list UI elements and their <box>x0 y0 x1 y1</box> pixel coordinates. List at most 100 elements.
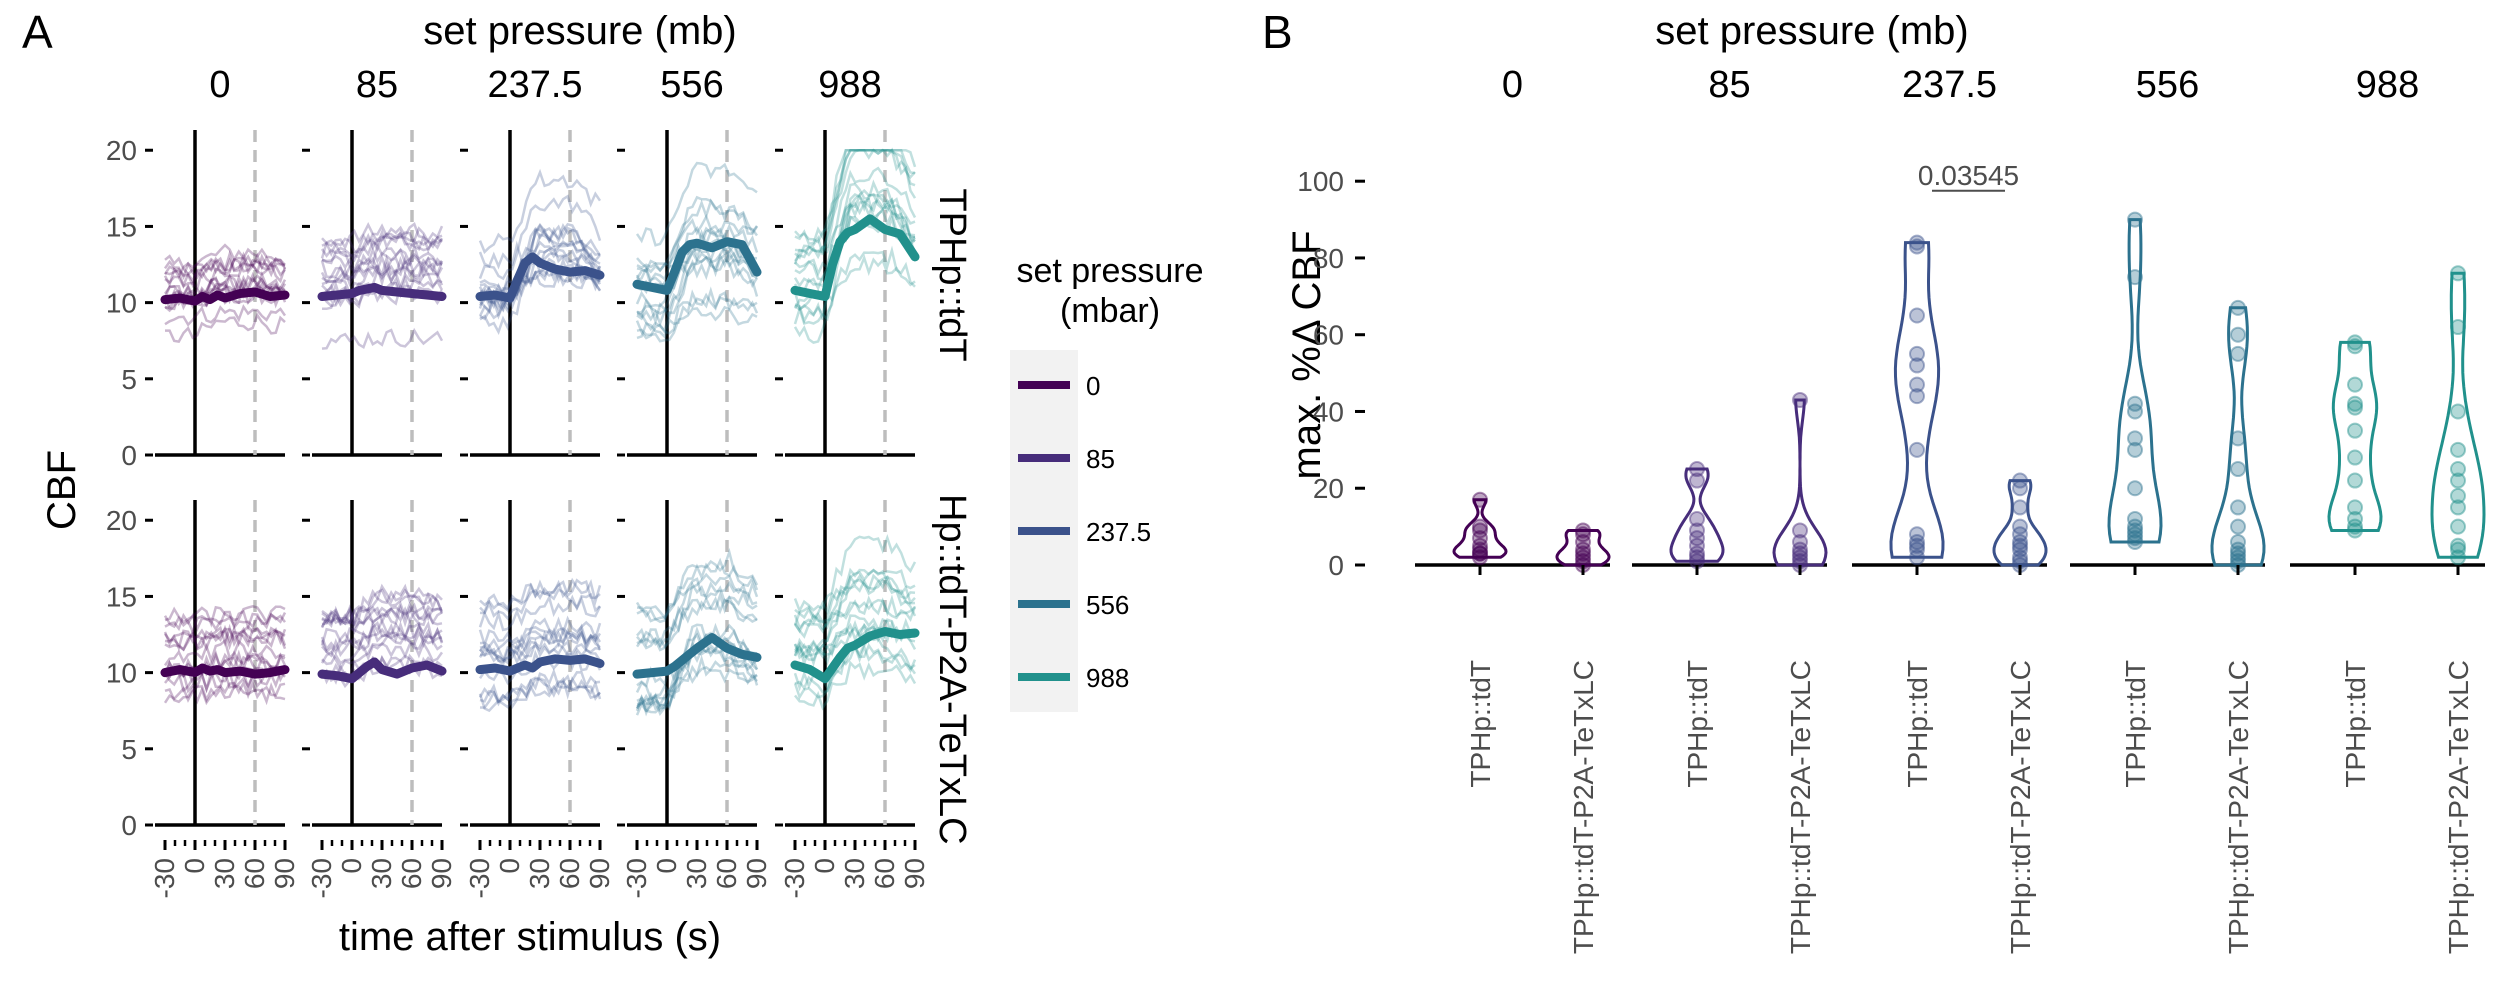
panel-a-mean-trace <box>475 654 605 676</box>
panel-b-facet-988: TPHp::tdT TPHp::tdT-P2A-TeTxLC <box>2290 265 2486 954</box>
panel-b-violin <box>2210 306 2266 567</box>
panel-a-trace <box>636 289 759 340</box>
panel-b-ytick-label: 60 <box>1313 320 1344 351</box>
panel-a-xtick-label: 0 <box>494 858 525 874</box>
panel-b-col-strip-556: 556 <box>2136 64 2199 106</box>
panel-b-point <box>2012 533 2028 550</box>
panel-a-col-strip-0: 0 <box>209 64 230 106</box>
panel-a-trace <box>163 638 286 667</box>
panel-a-trace <box>164 304 287 327</box>
panel-a-trace <box>794 148 917 245</box>
panel-a-xtick-label: 90 <box>426 858 457 889</box>
panel-a-trace <box>163 627 287 648</box>
panel-a-facet-0-85 <box>302 130 447 457</box>
panel-a-trace <box>793 533 917 614</box>
panel-b-xtick-label: TPHp::tdT-P2A-TeTxLC <box>2223 660 2254 954</box>
panel-a-trace <box>163 623 286 652</box>
panel-b-point <box>2127 518 2143 535</box>
panel-a-row-strip-0: TPHp::tdT <box>931 188 973 361</box>
panel-a-trace <box>164 251 286 289</box>
panel-a-trace <box>478 594 602 632</box>
panel-a-trace <box>321 583 443 626</box>
panel-a-trace <box>636 666 758 708</box>
legend-title-line1: set pressure <box>1016 252 1203 290</box>
panel-b-point <box>2230 549 2246 566</box>
panel-b-point <box>1909 441 1925 458</box>
panel-a-trace <box>479 586 601 621</box>
panel-b-pvalue: 0.03545 <box>1918 160 2019 191</box>
panel-a-trace <box>636 195 759 273</box>
panel-b-point <box>1792 522 1808 539</box>
panel-b-point <box>1792 549 1808 566</box>
panel-a-ytick-label: 0 <box>121 440 137 471</box>
panel-a-trace <box>478 676 601 704</box>
panel-b-point <box>2012 518 2028 535</box>
panel-b-point <box>2450 319 2466 336</box>
panel-a-trace <box>636 250 759 327</box>
panel-b-point <box>2347 376 2363 393</box>
panel-b-violin <box>1669 467 1725 563</box>
panel-b-col-title: set pressure (mb) <box>1655 9 1968 53</box>
panel-b-point <box>2230 430 2246 447</box>
panel-a-trace <box>320 618 444 646</box>
panel-a-trace <box>794 197 916 260</box>
legend-label-556: 556 <box>1086 590 1129 620</box>
panel-a-mean-trace <box>317 657 447 684</box>
panel-a-xtick-label: -30 <box>306 858 337 898</box>
panel-b-point <box>2450 549 2466 566</box>
panel-b-point <box>2347 510 2363 527</box>
panel-a-xtick-label: -30 <box>779 858 810 898</box>
panel-b-point <box>2127 395 2143 412</box>
panel-a-ytick-label: 5 <box>121 364 137 395</box>
panel-b-point <box>2347 399 2363 416</box>
panel-b-point <box>1472 530 1488 547</box>
panel-a-row-strip-1: TPHp::tdT-P2A-TeTxLC <box>931 445 973 844</box>
panel-a-trace <box>320 627 443 652</box>
panel-a-trace <box>635 654 758 713</box>
panel-a-trace <box>479 240 601 296</box>
panel-a-trace <box>163 257 286 290</box>
panel-a-trace <box>793 594 916 639</box>
panel-b-violin <box>2107 218 2163 544</box>
panel-a-trace <box>793 575 917 656</box>
panel-a-trace <box>479 623 602 651</box>
panel-a-trace <box>321 232 444 257</box>
panel-a-trace <box>164 629 287 652</box>
panel-a-trace <box>479 577 602 615</box>
panel-b-point <box>1792 533 1808 550</box>
panel-a-trace <box>479 578 601 613</box>
panel-a-trace <box>636 581 758 649</box>
panel-a-trace <box>479 625 601 665</box>
panel-b-point <box>2450 518 2466 535</box>
panel-b-violin <box>1452 498 1508 559</box>
panel-a-mean-trace <box>317 282 447 301</box>
panel-a-trace <box>478 194 602 281</box>
panel-a-ylabel: CBF <box>40 450 84 530</box>
panel-b-point <box>2012 480 2028 497</box>
panel-b-point <box>1689 537 1705 554</box>
panel-b-facet-85: TPHp::tdT TPHp::tdT-P2A-TeTxLC <box>1632 391 1828 954</box>
panel-b-point <box>1909 345 1925 362</box>
panel-b-col-strip-85: 85 <box>1708 64 1750 106</box>
panel-b-point <box>2127 526 2143 543</box>
panel-b-point <box>2127 211 2143 228</box>
panel-a-ytick-label: 0 <box>121 810 137 841</box>
panel-b-point <box>2347 395 2363 412</box>
panel-a-trace <box>320 606 443 635</box>
panel-b-point <box>2127 522 2143 539</box>
panel-a-trace <box>479 680 601 710</box>
panel-a-trace <box>163 274 287 304</box>
panel-b-point <box>1689 461 1705 478</box>
panel-a-trace <box>321 640 444 666</box>
panel-a-trace <box>321 622 444 655</box>
panel-a-trace <box>321 241 443 274</box>
panel-a-trace <box>793 567 916 626</box>
panel-a-facet-0-556 <box>617 130 762 457</box>
panel-b-xtick-label: TPHp::tdT-P2A-TeTxLC <box>1785 660 1816 954</box>
panel-b-point <box>2230 545 2246 562</box>
panel-b-point <box>2012 499 2028 516</box>
panel-a-ytick-label: 10 <box>106 658 137 689</box>
panel-a-col-strip-556: 556 <box>660 64 723 106</box>
panel-a-xtick-label: 30 <box>839 858 870 889</box>
panel-b-point <box>1575 541 1591 558</box>
